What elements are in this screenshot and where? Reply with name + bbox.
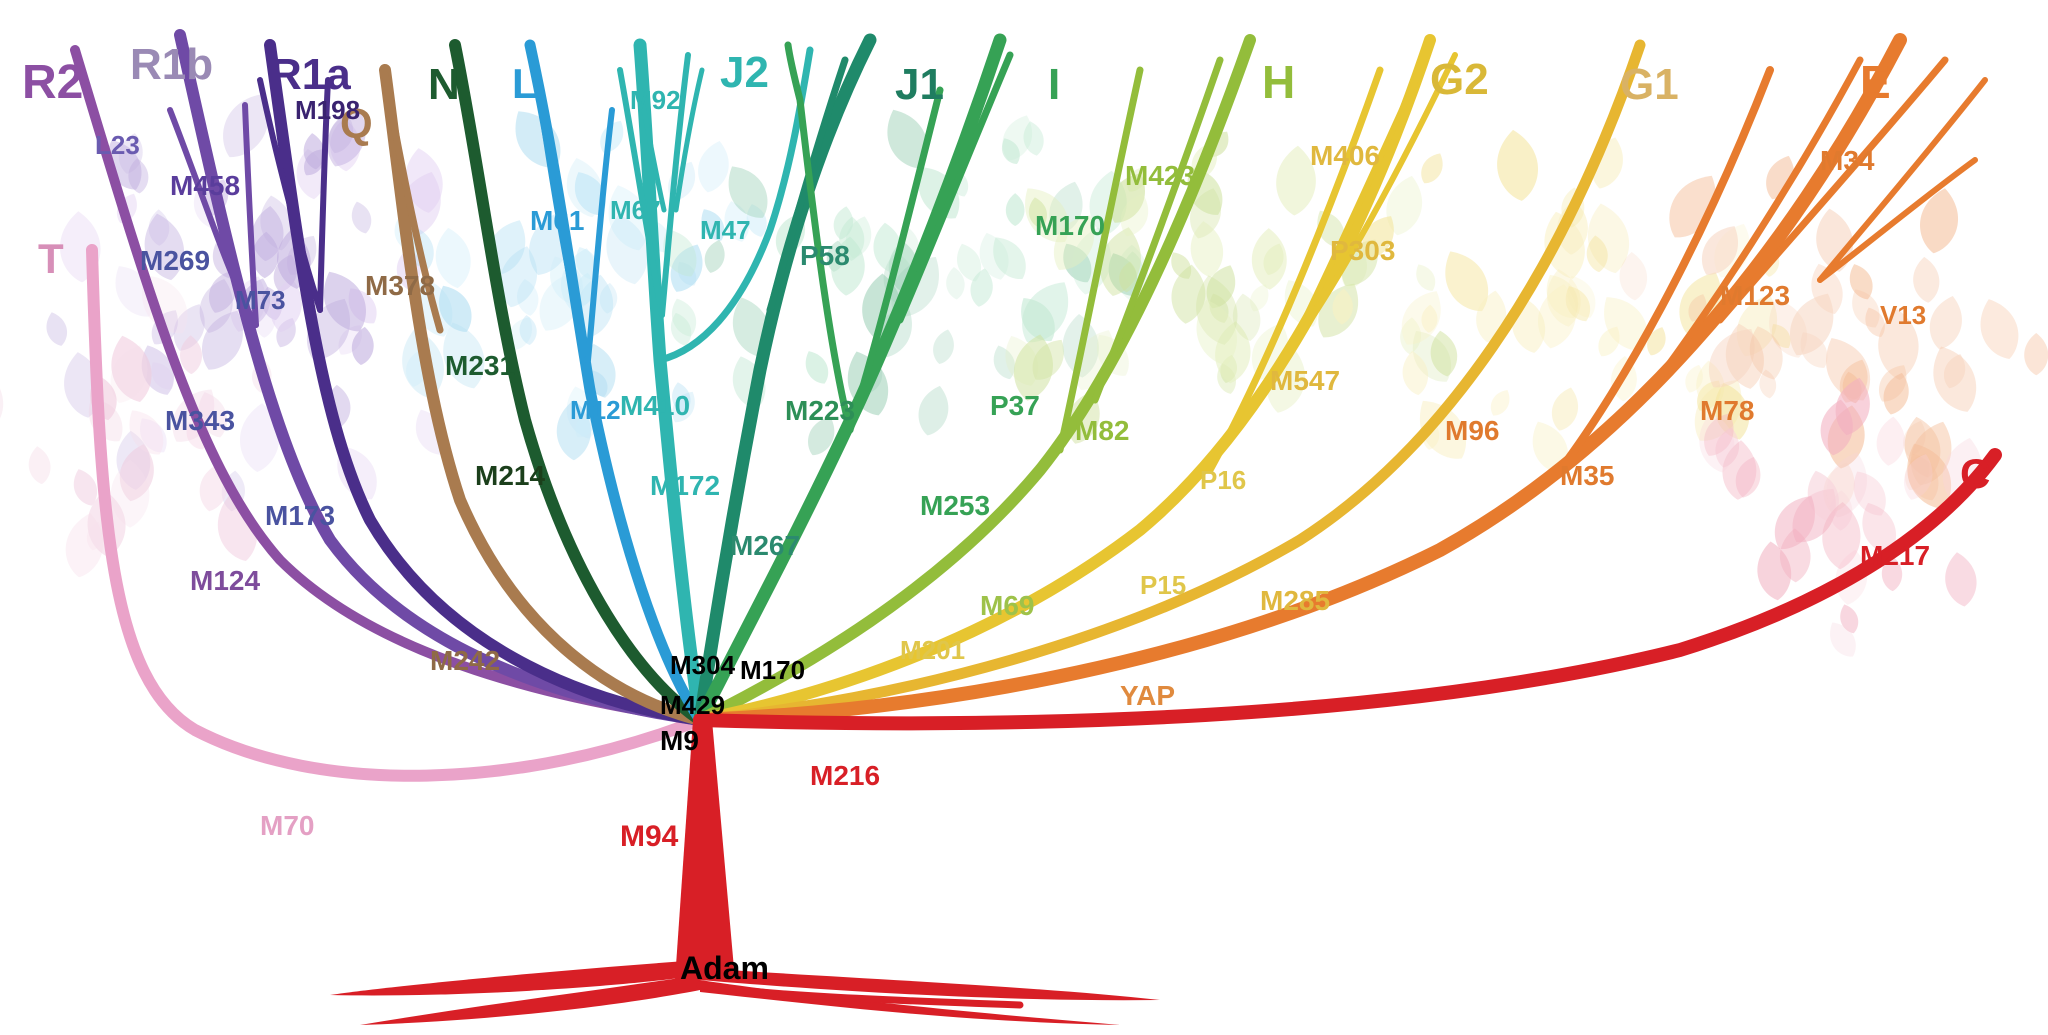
leaf	[1874, 415, 1907, 467]
leaf	[1006, 193, 1025, 226]
leaf	[1274, 145, 1317, 217]
leaf	[1407, 390, 1479, 470]
leaf	[701, 237, 728, 275]
leaf	[1493, 127, 1542, 203]
phylo-tree-diagram: TR2R1bR1aQNLJ2J1IHG2G1ECAdamM94M9M216M42…	[0, 0, 2048, 1035]
leaf	[348, 199, 375, 236]
leaf	[1411, 260, 1440, 295]
leaf	[1915, 185, 1963, 257]
leaf	[1942, 550, 1980, 609]
leaf	[1547, 384, 1583, 434]
leaf	[42, 310, 71, 349]
leaf	[1924, 292, 1968, 353]
leaf	[0, 372, 10, 442]
leaf	[913, 382, 953, 439]
leaf	[1251, 228, 1287, 290]
leaf	[1911, 256, 1941, 304]
tree-canvas	[0, 0, 2048, 1035]
trunk	[675, 720, 735, 980]
trunk-roots	[330, 720, 1160, 1025]
leaf	[693, 138, 734, 196]
leaf	[26, 445, 52, 486]
leaf	[1486, 386, 1515, 420]
branch-G2	[700, 40, 1430, 720]
leaf	[1844, 260, 1878, 303]
leaf	[431, 225, 475, 291]
leaf	[695, 204, 730, 245]
leaf	[930, 327, 958, 366]
leaf	[1972, 293, 2027, 365]
leaf	[1416, 149, 1449, 188]
branch-J1	[700, 40, 870, 720]
leaf	[502, 100, 572, 178]
branch-R1a-tip	[320, 80, 328, 310]
leaf	[800, 347, 834, 388]
leaf	[2024, 333, 2048, 375]
